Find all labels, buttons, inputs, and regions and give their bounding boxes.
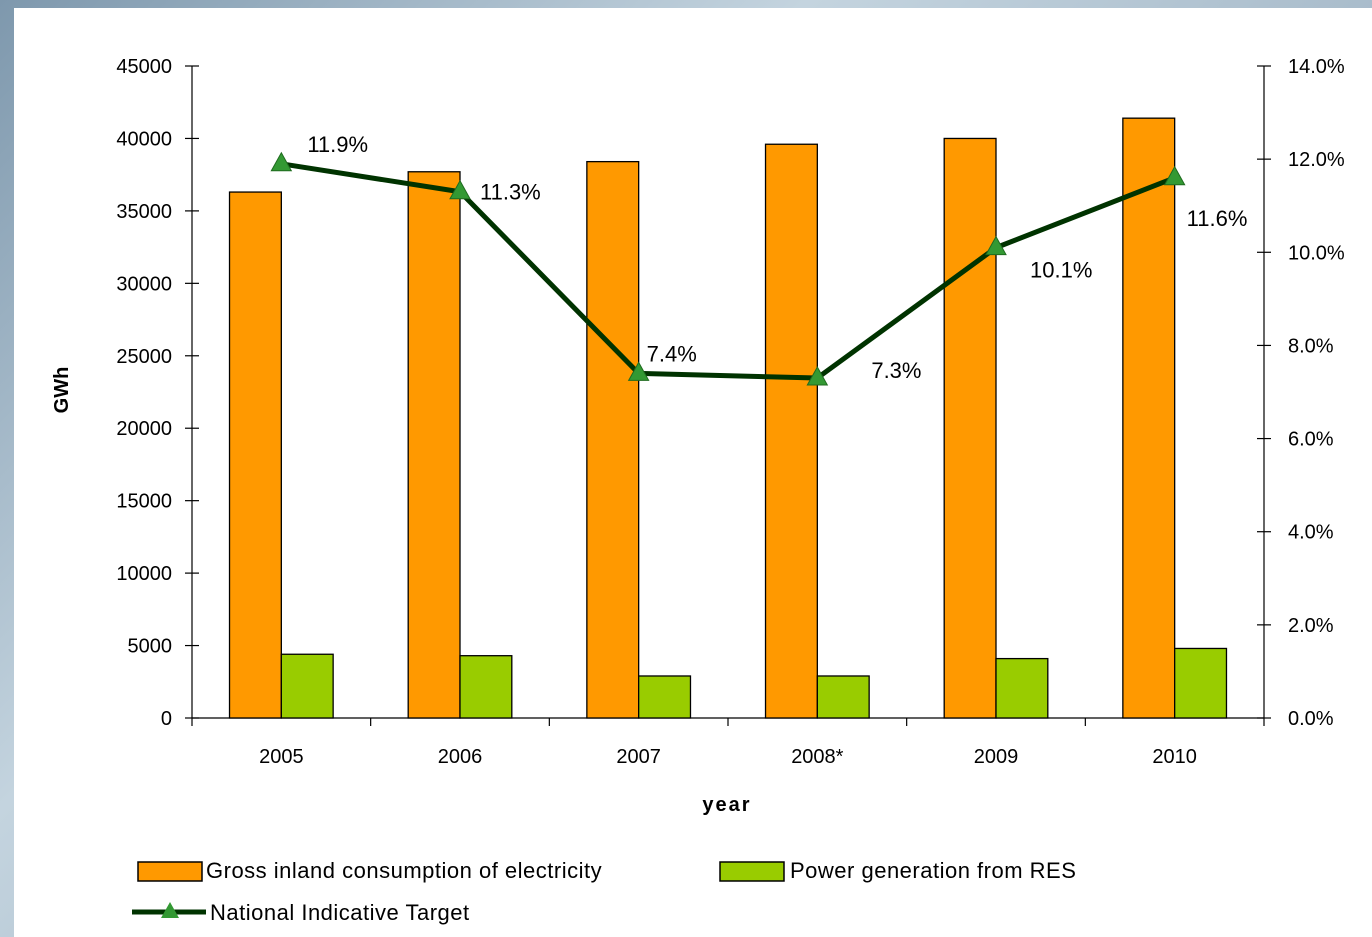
x-tick-label: 2005 bbox=[259, 746, 304, 768]
x-axis-title: year bbox=[702, 794, 751, 816]
legend-marker-target bbox=[161, 902, 179, 918]
y2-tick-label: 4.0% bbox=[1288, 522, 1334, 544]
bar-consumption bbox=[228, 191, 282, 719]
y2-tick-label: 14.0% bbox=[1288, 56, 1345, 78]
target-marker bbox=[449, 179, 471, 200]
y-tick-label: 45000 bbox=[116, 56, 172, 78]
bar-consumption bbox=[943, 137, 997, 719]
legend-label-consumption: Gross inland consumption of electricity bbox=[206, 858, 602, 883]
target-data-label: 11.9% bbox=[307, 132, 368, 157]
target-marker bbox=[627, 361, 650, 381]
y-tick-label: 0 bbox=[161, 708, 172, 730]
legend-swatch-consumption bbox=[137, 861, 203, 882]
y2-tick-label: 0.0% bbox=[1288, 708, 1334, 730]
y-tick-label: 40000 bbox=[116, 128, 172, 150]
bar-res bbox=[995, 657, 1049, 719]
y-axis-title: GWh bbox=[51, 367, 73, 414]
target-marker bbox=[806, 365, 829, 386]
target-data-label: 7.3% bbox=[871, 358, 921, 383]
target-marker bbox=[1163, 165, 1186, 186]
target-marker bbox=[270, 151, 293, 172]
x-tick-label: 2007 bbox=[616, 746, 661, 768]
x-tick-label: 2009 bbox=[974, 746, 1019, 768]
y2-tick-label: 12.0% bbox=[1288, 149, 1345, 171]
y2-tick-label: 2.0% bbox=[1288, 615, 1334, 637]
y-tick-label: 15000 bbox=[116, 491, 172, 513]
y2-tick-label: 6.0% bbox=[1288, 429, 1334, 451]
target-data-label: 7.4% bbox=[647, 341, 697, 366]
target-data-label: 10.1% bbox=[1030, 258, 1092, 283]
y2-tick-label: 8.0% bbox=[1288, 335, 1334, 357]
bar-res bbox=[638, 675, 692, 719]
target-line bbox=[280, 161, 1176, 381]
y-tick-label: 20000 bbox=[116, 418, 172, 440]
legend: Gross inland consumption of electricity … bbox=[132, 858, 1076, 925]
bar-res bbox=[1174, 647, 1228, 719]
legend-label-target: National Indicative Target bbox=[210, 900, 470, 925]
bar-res bbox=[459, 655, 513, 719]
bar-res bbox=[280, 653, 334, 719]
legend-swatch-res bbox=[719, 861, 785, 882]
y-tick-label: 25000 bbox=[116, 346, 172, 368]
target-data-label: 11.3% bbox=[480, 180, 541, 205]
y-tick-label: 30000 bbox=[116, 273, 172, 295]
bar-consumption bbox=[407, 171, 461, 719]
y-tick-label: 35000 bbox=[116, 201, 172, 223]
x-tick-label: 2010 bbox=[1152, 746, 1197, 768]
bar-res bbox=[816, 675, 870, 719]
bar-consumption bbox=[1122, 117, 1176, 719]
target-marker bbox=[985, 235, 1007, 256]
y-tick-label: 5000 bbox=[128, 636, 173, 658]
y-tick-label: 10000 bbox=[116, 563, 172, 585]
bar-consumption bbox=[586, 160, 640, 719]
x-tick-label: 2006 bbox=[438, 746, 483, 768]
x-tick-label: 2008* bbox=[791, 746, 843, 768]
y2-tick-label: 10.0% bbox=[1288, 242, 1345, 264]
legend-label-res: Power generation from RES bbox=[790, 858, 1076, 883]
target-data-label: 11.6% bbox=[1187, 206, 1248, 231]
bar-consumption bbox=[764, 143, 818, 719]
